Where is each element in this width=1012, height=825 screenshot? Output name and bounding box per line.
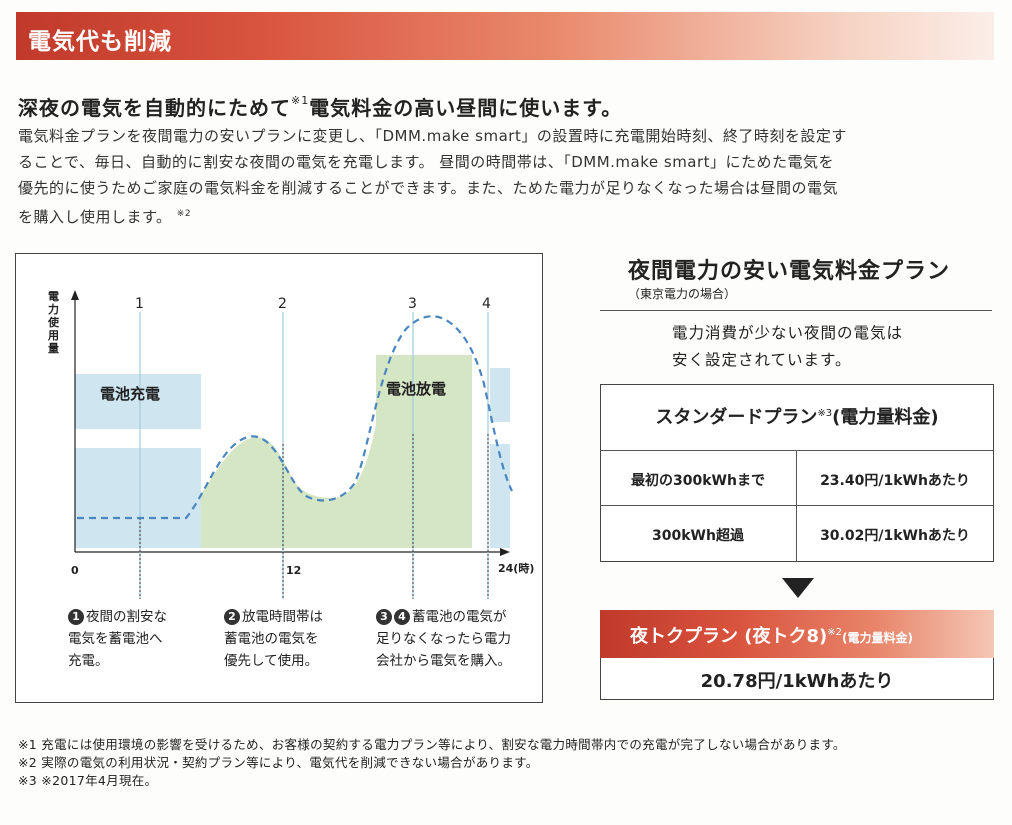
table-divider <box>600 450 994 451</box>
marker-label-1: 1 <box>135 296 144 312</box>
marker-label-2: 2 <box>278 296 287 312</box>
charge-region-lower <box>75 448 201 548</box>
step-note-2: 2 放電時間帯は 蓄電池の電気を 優先して使用。 <box>224 609 323 669</box>
table-cell-label: 最初の300kWhまで <box>631 473 765 489</box>
intro-line: 優先的に使うためご家庭の電気料金を削減することができます。また、ためた電力が足り… <box>18 179 839 197</box>
table-divider <box>600 505 994 506</box>
night-plan-price: 20.78円/1kWhあたり <box>700 671 894 692</box>
table-cell-price: 23.40円/1kWhあたり <box>820 473 970 489</box>
night-plan-price-box <box>600 658 994 700</box>
step-note-1: 1 夜間の割安な 電気を蓄電池へ 充電。 <box>68 609 167 669</box>
charge-region-label: 電池充電 <box>100 385 160 403</box>
step-number-badge: 2 <box>224 609 240 625</box>
standard-plan-table <box>600 384 994 562</box>
table-column-divider <box>796 450 797 561</box>
night-plan-title: 夜トクプラン (夜トク8)※2(電力量料金) <box>630 626 913 647</box>
step-number-badge: 1 <box>68 609 84 625</box>
intro-line: ることで、毎日、自動的に割安な夜間の電気を充電します。 昼間の時間帯は、「DMM… <box>18 153 835 171</box>
headline-mark: ※1 <box>291 94 310 107</box>
table-cell-label: 300kWh超過 <box>652 528 744 544</box>
x-tick-12: 12 <box>286 564 301 577</box>
usage-chart-svg: 電池充電 電池放電 1 2 3 4 0 12 24(時) <box>71 290 534 599</box>
usage-chart: 電池充電 電池放電 1 2 3 4 0 12 24(時) 電力使用量 1 夜間の割… <box>15 253 543 703</box>
purchase-region-right <box>490 368 510 422</box>
plan-description: 電力消費が少ない夜間の電気は 安く設定されています。 <box>672 324 904 369</box>
night-plan-mark: ※2 <box>827 627 842 638</box>
marker-label-4: 4 <box>482 296 491 312</box>
standard-plan-mark: ※3 <box>817 408 833 419</box>
plan-divider <box>600 310 992 311</box>
discharge-region-label: 電池放電 <box>386 380 446 398</box>
usage-curve <box>77 315 513 520</box>
x-axis-arrow <box>500 548 510 556</box>
section-title: 電気代も削減 <box>28 29 172 55</box>
section-header-band <box>16 12 994 60</box>
y-axis-label: 電力使用量 <box>48 290 59 355</box>
x-tick-0: 0 <box>71 564 79 577</box>
footnote-1: ※1 充電には使用環境の影響を受けるため、お客様の契約する電力プラン等により、割… <box>18 737 846 752</box>
headline-post: 電気料金の高い昼間に使います。 <box>309 96 623 120</box>
intro-line: 電気料金プランを夜間電力の安いプランに変更し、「DMM.make smart」の… <box>18 127 847 145</box>
footnote-3: ※3 ※2017年4月現在。 <box>18 773 158 788</box>
step-note-3: 3 4 蓄電池の電気が 足りなくなったら電力 会社から電気を購入。 <box>376 609 511 669</box>
arrow-down-icon <box>782 578 814 598</box>
x-tick-24: 24(時) <box>498 561 534 575</box>
headline: 深夜の電気を自動的にためて※1電気料金の高い昼間に使います。 <box>18 92 622 121</box>
marker-label-3: 3 <box>408 296 417 312</box>
charge-region-upper <box>75 374 201 429</box>
footnote-2: ※2 実際の電気の利用状況・契約プラン等により、電気代を削減できない場合がありま… <box>18 755 539 770</box>
discharge-region-2 <box>298 355 472 548</box>
step-number-badge: 4 <box>394 609 410 625</box>
headline-pre: 深夜の電気を自動的にためて <box>18 96 291 120</box>
plan-title: 夜間電力の安い電気料金プラン <box>628 259 951 284</box>
intro-mark: ※2 <box>176 209 192 219</box>
step-number-badge: 3 <box>376 609 392 625</box>
purchase-region-right-lower <box>490 444 510 548</box>
intro-line: を購入し使用します。 ※2 <box>18 208 192 226</box>
night-plan-band <box>600 610 994 658</box>
discharge-region-1 <box>201 436 298 548</box>
intro-paragraph: 電気料金プランを夜間電力の安いプランに変更し、「DMM.make smart」の… <box>18 123 998 230</box>
plan-subtitle: （東京電力の場合） <box>628 287 737 301</box>
table-cell-price: 30.02円/1kWhあたり <box>820 528 970 544</box>
standard-plan-title: スタンダードプラン※3(電力量料金) <box>655 407 939 428</box>
y-axis-arrow <box>71 290 79 300</box>
